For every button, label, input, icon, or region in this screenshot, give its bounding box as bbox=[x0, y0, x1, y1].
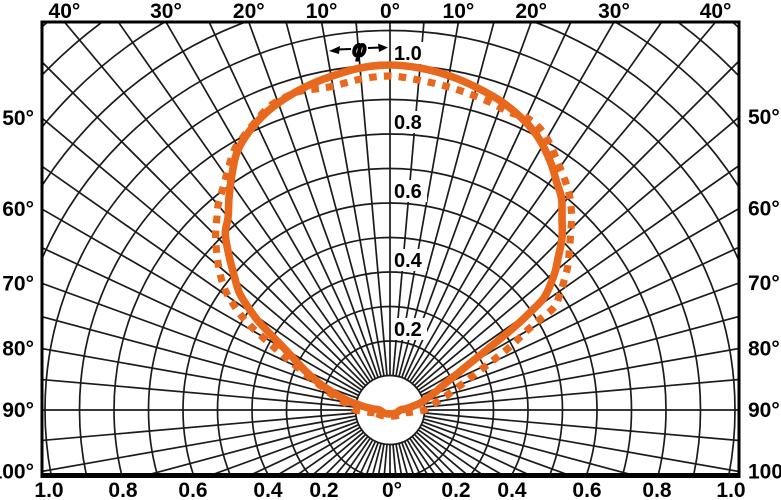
grid-ray bbox=[422, 421, 570, 475]
radial-label: 1.0 bbox=[394, 43, 422, 65]
grid-ray bbox=[403, 23, 572, 380]
grid-ray bbox=[249, 423, 360, 475]
phi-annotation: φ bbox=[329, 36, 388, 63]
bottom-scale-label: 1.0 bbox=[34, 479, 63, 500]
angle-label-right: 90° bbox=[748, 399, 780, 422]
grid-ray bbox=[419, 208, 738, 394]
bottom-scale-label: 0.4 bbox=[497, 479, 527, 500]
grid-ray bbox=[423, 415, 738, 473]
grid-ray bbox=[420, 423, 531, 475]
angle-label-right: 60° bbox=[748, 198, 780, 221]
grid-ray bbox=[145, 418, 357, 475]
radial-label-bg bbox=[391, 318, 427, 340]
angle-label-top: 40° bbox=[49, 0, 81, 23]
grid-ray bbox=[320, 23, 385, 377]
bottom-scale-label: 0.4 bbox=[253, 479, 283, 500]
angle-label-right: 80° bbox=[748, 337, 780, 360]
radial-label: 0.6 bbox=[394, 181, 422, 203]
grid-ray bbox=[64, 23, 369, 385]
grid-ray bbox=[208, 23, 377, 380]
grid-ray bbox=[415, 117, 738, 389]
grid-ray bbox=[118, 23, 371, 383]
angle-label-top: 40° bbox=[700, 0, 732, 23]
angle-label-top: 30° bbox=[598, 0, 630, 23]
curve-solid bbox=[221, 61, 567, 418]
angle-label-top: 30° bbox=[150, 0, 182, 23]
angle-label-top: 20° bbox=[515, 0, 547, 23]
grid-ray bbox=[401, 23, 532, 378]
grid-ray bbox=[424, 412, 738, 442]
grid-ray bbox=[365, 442, 379, 475]
bottom-scale-label: 0.8 bbox=[108, 479, 138, 500]
bottom-scale-label: 0.8 bbox=[642, 479, 672, 500]
phi-symbol: φ bbox=[352, 37, 367, 62]
angle-label-right: 50° bbox=[748, 106, 780, 129]
radial-label: 0.8 bbox=[394, 112, 422, 134]
angle-label-top: 0° bbox=[380, 0, 400, 23]
grid-ray bbox=[43, 348, 357, 405]
grid-ray bbox=[406, 23, 615, 381]
radial-label-bg bbox=[391, 111, 427, 133]
angle-label-left: 90° bbox=[2, 399, 34, 422]
grid-ray bbox=[422, 282, 738, 399]
angle-label-top: 10° bbox=[306, 0, 338, 23]
grid-ray bbox=[417, 165, 738, 391]
bottom-scale-label: 0.2 bbox=[309, 479, 338, 500]
radial-label-bg bbox=[391, 180, 427, 202]
grid-ray bbox=[43, 415, 357, 472]
angle-label-top: 10° bbox=[443, 0, 475, 23]
grid-ray bbox=[43, 166, 363, 391]
grid-ray bbox=[210, 421, 358, 475]
grid-ray bbox=[401, 442, 415, 475]
angle-label-right: 70° bbox=[748, 272, 780, 295]
grid-ray bbox=[43, 62, 367, 387]
grid-ray bbox=[413, 61, 738, 387]
grid-ray bbox=[43, 118, 365, 389]
grid-ray bbox=[420, 247, 738, 397]
radial-label: 0.2 bbox=[394, 319, 422, 341]
angle-label-left: 60° bbox=[2, 198, 34, 221]
grid-ray bbox=[43, 412, 356, 442]
phi-arrow-right-head bbox=[378, 43, 388, 52]
grid-ray bbox=[276, 426, 361, 475]
grid-ray bbox=[43, 378, 356, 408]
grid-ray bbox=[43, 247, 360, 397]
bottom-scale-label: 0.6 bbox=[572, 479, 601, 500]
grid-ray bbox=[248, 23, 379, 378]
grid-ray bbox=[285, 23, 382, 377]
grid-ray bbox=[43, 282, 358, 399]
grid-ray bbox=[424, 378, 738, 408]
radial-label-bg bbox=[391, 249, 427, 271]
bottom-scale-label: 0.6 bbox=[178, 479, 207, 500]
angle-label-left: 50° bbox=[2, 107, 34, 130]
bottom-scale-label: 0° bbox=[382, 479, 402, 500]
grid-ray bbox=[419, 426, 504, 475]
angle-label-left: 100° bbox=[0, 460, 34, 483]
grid-ray bbox=[398, 23, 495, 377]
grid-ray bbox=[423, 418, 635, 475]
angle-label-left: 80° bbox=[2, 338, 34, 361]
grid-ray bbox=[411, 23, 716, 385]
radial-label-bg bbox=[391, 42, 427, 64]
grid-ray bbox=[355, 23, 388, 376]
grid-ray bbox=[165, 23, 374, 381]
angle-label-top: 20° bbox=[233, 0, 265, 23]
angle-label-right: 100° bbox=[748, 461, 781, 484]
grid-ray bbox=[423, 347, 738, 405]
grid-ray bbox=[43, 316, 357, 402]
grid-ray bbox=[423, 316, 738, 402]
angle-label-left: 70° bbox=[2, 272, 34, 295]
phi-arrow-left-head bbox=[329, 46, 340, 54]
radial-label: 0.4 bbox=[394, 250, 423, 272]
bottom-scale-label: 0.2 bbox=[441, 479, 470, 500]
grid-ray bbox=[395, 23, 460, 377]
bottom-scale-label: 1.0 bbox=[716, 479, 745, 500]
